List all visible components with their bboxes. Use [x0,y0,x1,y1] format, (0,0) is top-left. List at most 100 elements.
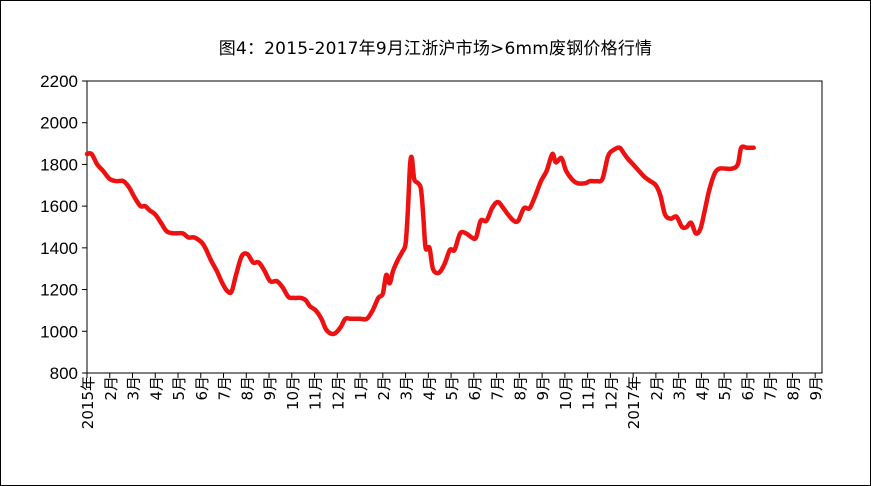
data-point [565,170,567,172]
data-point [632,163,634,166]
data-point [377,297,379,299]
data-point [475,236,477,239]
x-tick-label: 2月 [648,376,666,401]
data-point [428,247,431,249]
data-point [411,157,413,159]
data-point [293,297,295,299]
data-point [172,232,175,234]
data-point [649,180,651,182]
x-tick-label: 9月 [807,376,825,401]
data-point [686,226,688,228]
data-point [115,180,118,182]
data-point [584,182,586,184]
x-tick-label: 6月 [739,376,757,401]
data-point [453,249,456,251]
data-point [480,220,482,222]
x-tick-label: 4月 [420,376,438,401]
data-point [459,232,461,234]
data-point [216,270,218,272]
data-point [714,172,716,174]
data-point [86,153,88,155]
x-tick-label: 6月 [466,376,484,401]
data-point [502,207,505,209]
data-point [204,247,206,249]
data-point [221,282,223,284]
data-point [699,228,701,230]
x-tick-label: 7月 [489,376,507,401]
data-point [724,168,726,170]
x-tick-label: 3月 [671,376,689,401]
x-tick-label: 6月 [193,376,211,401]
data-point [200,241,202,243]
data-point [309,305,311,307]
data-point [449,249,451,251]
data-point [618,147,621,149]
data-point [659,195,662,197]
data-point [664,213,666,216]
y-tick-label: 1400 [40,239,78,258]
data-point [371,309,374,312]
data-point [148,209,151,211]
data-point [422,215,424,218]
data-point [465,232,467,234]
data-point [282,286,284,289]
data-point [350,318,352,320]
data-point [90,153,93,155]
data-point [128,186,130,188]
data-point [235,274,237,276]
data-point [269,280,271,282]
data-point [404,243,407,245]
data-point [443,263,445,266]
data-point [344,318,346,320]
data-point [555,161,557,163]
data-point [102,170,104,172]
x-tick-label: 11月 [307,376,325,410]
x-tick-label: 12月 [602,376,620,410]
x-tick-label: 8月 [238,376,256,401]
data-point [560,157,563,159]
data-point [154,213,156,216]
data-point [690,222,692,224]
data-point [413,178,415,180]
y-tick-label: 2200 [40,72,78,91]
x-tick-label: 3月 [125,376,143,401]
data-point [329,332,332,334]
data-point [675,215,677,218]
data-point [246,253,249,255]
data-point [704,209,706,211]
data-point [517,220,519,222]
data-point [276,280,278,282]
data-point [139,205,142,207]
data-point [601,178,604,180]
x-tick-label: 2015年 [79,376,97,429]
data-point [187,236,189,239]
data-point [300,297,302,299]
data-point [382,293,384,295]
data-point [670,218,672,220]
data-point [230,291,233,293]
x-tick-label: 9月 [261,376,279,401]
data-point [622,151,624,153]
data-point [513,220,515,222]
y-tick-label: 800 [50,364,78,383]
x-tick-label: 12月 [329,376,347,410]
x-tick-label: 1月 [352,376,370,401]
x-tick-label: 9月 [534,376,552,401]
x-tick-label: 2017年 [625,376,643,429]
data-point [425,247,427,249]
data-point [737,163,739,166]
data-point [407,209,409,211]
data-point [497,201,499,203]
data-point [417,182,419,184]
x-tick-label: 3月 [398,376,416,401]
x-tick-label: 2月 [375,376,393,401]
data-point [753,147,755,149]
data-point [528,207,531,209]
data-point [385,274,387,276]
data-point [160,222,162,224]
data-point [122,180,125,182]
data-point [596,180,598,182]
chart-title: 图4：2015-2017年9月江浙沪市场>6mm废钢价格行情 [218,39,653,59]
x-tick-label: 7月 [216,376,234,401]
